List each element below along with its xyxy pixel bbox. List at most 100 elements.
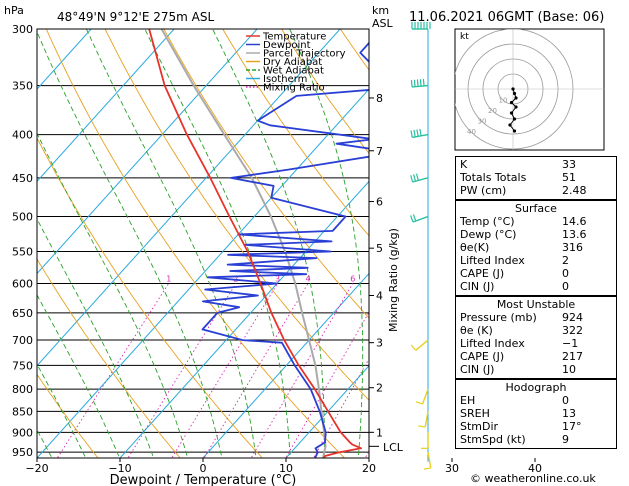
index-value: 2 xyxy=(562,254,569,267)
wind-barb xyxy=(412,177,429,183)
unstable-box: Most Unstable Pressure (mb) 924 θe (K) 322… xyxy=(455,296,617,379)
mixing-ratio-label: 10 xyxy=(407,275,417,284)
index-value: 217 xyxy=(562,350,583,363)
wind-barb-flag xyxy=(413,174,417,182)
km-tick-label: 6 xyxy=(376,196,383,209)
pressure-tick-label: 550 xyxy=(12,246,33,259)
index-label: Temp (°C) xyxy=(460,215,515,228)
wind-barb xyxy=(412,133,429,139)
legend-label: Mixing Ratio xyxy=(263,83,325,94)
index-label: θe(K) xyxy=(460,241,490,254)
km-tick-label: 8 xyxy=(376,92,383,105)
hodograph-unit: kt xyxy=(460,32,469,42)
index-value: 51 xyxy=(562,171,576,184)
wind-barb-flag xyxy=(410,344,417,351)
hodograph-point xyxy=(514,96,518,100)
legend-label: Parcel Trajectory xyxy=(263,49,346,60)
pressure-tick-label: 900 xyxy=(12,426,33,439)
indices-top-box: K 33 Totals Totals 51 PW (cm) 2.48 xyxy=(455,156,617,200)
index-row: Lifted Index 2 xyxy=(460,254,612,267)
hodograph-point xyxy=(511,87,515,91)
index-value: 13 xyxy=(562,407,576,420)
wind-barb-flag xyxy=(415,173,419,181)
index-row: EH 0 xyxy=(460,394,612,407)
hodograph-point xyxy=(514,105,518,109)
pressure-tick-label: 450 xyxy=(12,172,33,185)
isotherm-line xyxy=(37,29,175,183)
isotherm-line xyxy=(285,365,369,458)
isotherm-line xyxy=(37,88,369,458)
legend-label: Isotherm xyxy=(263,74,307,85)
wind-barb-flag xyxy=(418,425,426,428)
mixing-ratio-line xyxy=(285,311,369,458)
index-row: Dewp (°C) 13.6 xyxy=(460,228,612,241)
index-row: CAPE (J) 217 xyxy=(460,350,612,363)
surface-box: Surface Temp (°C) 14.6 Dewp (°C) 13.6 θe(K… xyxy=(455,200,617,296)
indices-table: K 33 Totals Totals 51 PW (cm) 2.48 Surface … xyxy=(455,156,617,449)
wind-barb xyxy=(411,84,429,88)
isotherm-line xyxy=(0,29,8,471)
index-value: 322 xyxy=(562,324,583,337)
hodograph-point xyxy=(512,91,517,96)
wet-adiabat-line xyxy=(37,363,87,458)
index-row: θe(K) 316 xyxy=(460,241,612,254)
pressure-tick-label: 800 xyxy=(12,383,33,396)
wind-barb-flag xyxy=(410,79,413,88)
wind-profile xyxy=(410,22,432,470)
km-tick-label: 4 xyxy=(376,290,383,303)
dry-adiabat-line xyxy=(281,29,369,155)
wind-barb-flag xyxy=(416,79,419,87)
mixing-ratio-label: 3 xyxy=(275,275,280,284)
index-label: θe (K) xyxy=(460,324,493,337)
index-label: Dewp (°C) xyxy=(460,228,517,241)
hodograph-point xyxy=(512,117,517,121)
wind-barb xyxy=(412,215,429,223)
dry-adiabat-line xyxy=(37,373,99,458)
index-row: θe (K) 322 xyxy=(460,324,612,337)
wet-adiabat-line xyxy=(37,218,155,458)
dry-adiabat-line xyxy=(163,29,369,319)
index-row: StmSpd (kt) 9 xyxy=(460,433,612,446)
mixing-ratio-line xyxy=(56,283,170,458)
wind-barb-flag xyxy=(412,214,417,222)
dry-adiabat-line xyxy=(222,29,369,237)
index-value: −1 xyxy=(562,337,579,350)
wind-barb-flag xyxy=(413,79,416,87)
index-value: 14.6 xyxy=(562,215,587,228)
isotherm-line xyxy=(37,29,258,275)
hodograph-point xyxy=(512,129,517,133)
temp-tick-label: 30 xyxy=(445,462,459,475)
temp-tick-label: −20 xyxy=(25,462,48,475)
hodograph-title: Hodograph xyxy=(505,381,567,394)
dry-adiabat-line xyxy=(104,29,369,401)
index-label: CIN (J) xyxy=(460,280,495,293)
wind-barb-flag xyxy=(422,78,425,86)
wet-adiabat-line xyxy=(37,30,223,458)
wind-barb-flag xyxy=(410,130,413,138)
index-value: 9 xyxy=(562,433,569,446)
mixing-ratio-label: 6 xyxy=(350,275,355,284)
mixing-ratio-line xyxy=(250,283,354,458)
km-tick-label: 5 xyxy=(376,242,383,255)
index-row: Lifted Index −1 xyxy=(460,337,612,350)
mixing-ratio-line xyxy=(127,283,237,458)
index-row: SREH 13 xyxy=(460,407,612,420)
isotherm-line xyxy=(202,272,369,458)
wind-barb xyxy=(421,388,429,405)
index-value: 17° xyxy=(562,420,582,433)
hodograph-ring-label: 20 xyxy=(488,107,497,115)
wind-barb-flag xyxy=(419,128,422,136)
wind-barb-flag xyxy=(413,129,416,137)
pressure-tick-label: 400 xyxy=(12,129,33,142)
index-value: 13.6 xyxy=(562,228,587,241)
mixing-ratio-label: 1 xyxy=(166,275,171,284)
pressure-tick-label: 700 xyxy=(12,334,33,347)
index-label: Lifted Index xyxy=(460,254,525,267)
legend-label: Temperature xyxy=(262,32,326,43)
wind-barb-flag xyxy=(423,467,431,470)
legend-label: Wet Adiabat xyxy=(263,66,324,77)
index-label: CAPE (J) xyxy=(460,267,505,280)
legend-label: Dry Adiabat xyxy=(263,57,322,68)
